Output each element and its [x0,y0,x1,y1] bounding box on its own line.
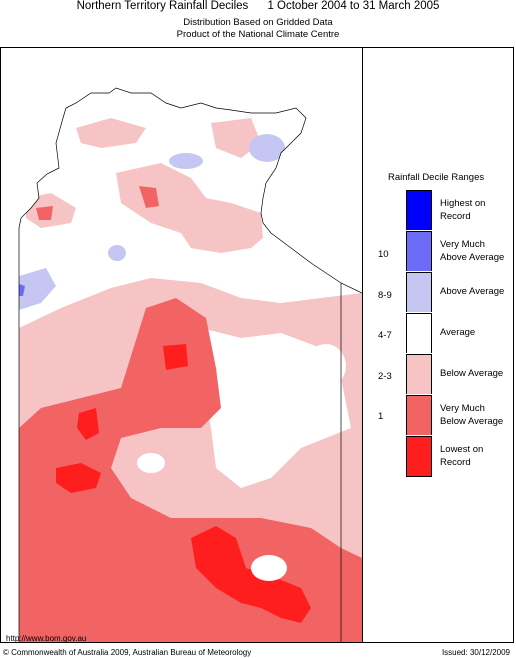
lowest-on-record-central [77,408,99,440]
very-much-below-north [139,186,159,208]
footer-copyright: © Commonwealth of Australia 2009, Austra… [3,648,252,657]
legend-swatch-very-much-above [406,231,432,271]
decile-label-2-3: 2-3 [378,371,392,382]
legend-item-very-much-above: Very Much Above Average [406,231,508,272]
map-subtitle-distribution: Distribution Based on Gridded Data [183,17,333,28]
footer-issued-date: Issued: 30/12/2009 [441,648,510,657]
legend-swatch-below [406,354,432,394]
legend-swatch-above [406,272,432,312]
legend-label-2: Record [440,211,471,222]
legend-divider [362,47,363,643]
decile-label-10: 10 [378,249,389,260]
map-subtitle-product: Product of the National Climate Centre [176,29,340,40]
above-average-west [19,268,56,310]
legend-item-above: Above Average [406,272,508,313]
footer-url-link[interactable]: http://www.bom.gov.au [6,634,87,643]
legend-swatch-lowest [406,436,432,477]
lowest-on-record-southeast [191,526,311,623]
below-average-top-end [76,118,146,148]
lowest-on-record-north-central [163,344,188,370]
very-much-below-average-region [19,298,362,642]
very-much-below-northwest [36,206,53,220]
very-much-above-average-west [19,284,25,296]
legend-label-2: Below Average [440,416,504,427]
decile-label-4-7: 4-7 [378,330,392,341]
legend-title: Rainfall Decile Ranges [388,172,485,183]
average-hole-east [306,344,346,388]
legend-label: Very Much [440,239,485,250]
legend-label: Highest on [440,198,486,209]
legend-label: Lowest on [440,444,484,455]
legend-item-highest: Highest on Record [406,190,508,231]
average-hole-south [137,453,165,473]
nt-rainfall-map [18,87,362,642]
average-hole-southeast [251,555,287,581]
territory-land [18,87,362,642]
legend-label: Above Average [440,286,505,297]
above-average-arnhem [249,134,285,162]
coastline [18,87,362,294]
legend-swatch-highest [406,190,432,230]
decile-label-8-9: 8-9 [378,290,392,301]
above-average-tiwi [57,98,69,110]
lowest-on-record-west [56,463,101,493]
legend-label: Very Much [440,403,485,414]
below-average-arnhem [211,118,261,158]
legend-label-2: Above Average [440,252,505,263]
legend-swatch-average [406,313,432,353]
legend-label: Average [440,327,476,338]
legend-swatch-very-much-below [406,395,432,435]
map-title-text: Northern Territory Rainfall Deciles 1 Oc… [76,0,440,12]
below-average-north [116,163,263,253]
decile-label-1: 1 [378,411,384,422]
legend-label-2: Record [440,457,471,468]
legend-item-below: Below Average [406,354,508,395]
legend-label: Below Average [440,368,504,379]
legend: Highest on Record Very Much Above Average … [406,190,508,477]
map-frame [0,47,514,643]
legend-item-very-much-below: Very Much Below Average [406,395,508,436]
above-average-small [108,245,126,261]
legend-item-lowest: Lowest on Record [406,436,508,477]
above-average-north [169,153,203,169]
map-title: Northern Territory Rainfall Deciles 1 Oc… [0,0,516,12]
legend-item-average: Average [406,313,508,354]
